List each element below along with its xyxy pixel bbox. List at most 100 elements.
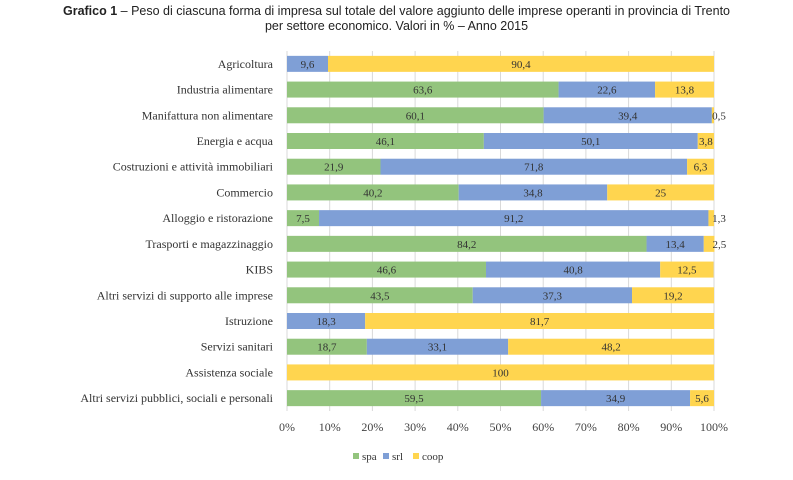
x-tick-label: 70% [575,420,597,434]
data-label: 6,3 [694,162,708,174]
data-label: 40,8 [563,265,583,277]
chart-title-bold: Grafico 1 [62,4,118,18]
data-label: 43,5 [370,290,390,302]
legend-label-spa: spa [362,451,377,463]
bar-segment-spa [287,338,367,355]
data-label: 2,5 [713,239,727,251]
bar-segment-srl [472,287,633,304]
category-label: Costruzioni e attività immobiliari [113,160,274,174]
data-label: 1,3 [712,213,726,225]
bar-segment-spa [287,107,544,124]
data-label: 22,6 [597,85,617,97]
data-label: 9,6 [301,59,315,71]
x-tick-label: 60% [532,420,554,434]
bar-segment-srl [485,261,661,278]
x-tick-label: 80% [618,420,640,434]
bar-segment-spa [287,184,459,201]
bar-segment-coop [655,81,714,98]
data-label: 71,8 [524,162,544,174]
category-label: Trasporti e magazzinaggio [145,237,273,251]
bar-segment-spa [287,158,381,175]
data-label: 46,1 [376,136,395,148]
x-tick-label: 50% [490,420,512,434]
data-label: 81,7 [530,316,550,328]
category-label: Altri servizi di supporto alle imprese [97,288,273,302]
data-label: 34,8 [523,187,543,199]
x-tick-label: 10% [319,420,341,434]
x-tick-label: 90% [660,420,682,434]
data-label: 13,8 [675,85,695,97]
x-tick-label: 20% [361,420,383,434]
bar-segment-spa [287,390,542,407]
legend-swatch-srl [383,453,389,459]
category-label: Manifattura non alimentare [142,108,273,122]
x-tick-label: 30% [404,420,426,434]
bar-segment-coop [697,133,714,149]
category-label: Servizi sanitari [201,340,274,354]
data-label: 37,3 [543,290,563,302]
data-label: 91,2 [504,213,523,225]
bar-segment-coop [287,364,714,381]
bar-segment-spa [287,287,473,304]
legend-label-coop: coop [422,451,444,463]
bar-segment-srl [646,235,704,252]
bar-segment-srl [366,338,509,355]
data-label: 33,1 [428,342,447,354]
bar-segment-srl [380,158,688,175]
chart-title: Grafico 1 – Peso di ciascuna forma di im… [0,4,793,34]
legend-swatch-spa [353,453,359,459]
category-label: Agricoltura [218,57,274,71]
x-tick-label: 0% [279,420,295,434]
bar-segment-srl [458,184,608,201]
category-label: Alloggio e ristorazione [162,211,273,225]
category-label: Energia e acqua [197,134,274,148]
data-label: 39,4 [618,110,638,122]
bar-segment-srl [543,107,712,124]
x-tick-label: 100% [700,420,728,434]
data-label: 40,2 [363,187,382,199]
bar-segment-coop [365,313,714,329]
x-tick-label: 40% [447,420,469,434]
bar-segment-srl [287,313,366,329]
chart-title-line2: per settore economico. Valori in % – Ann… [264,19,529,33]
bar-segment-spa [287,235,647,252]
data-label: 19,2 [663,290,682,302]
bar-segment-coop [632,287,714,304]
data-label: 90,4 [511,59,531,71]
data-label: 7,5 [296,213,310,225]
data-label: 25 [655,187,667,199]
bar-segment-coop [703,235,715,252]
category-label: Istruzione [225,314,273,328]
bar-segment-coop [708,210,714,227]
legend-swatch-coop [413,453,419,459]
data-label: 50,1 [581,136,600,148]
legend-label-srl: srl [392,451,403,463]
bar-segment-spa [287,81,559,98]
data-label: 100 [492,367,509,379]
bar-segment-coop [327,55,714,72]
data-label: 84,2 [457,239,476,251]
data-label: 3,8 [699,136,713,148]
data-label: 0,5 [712,110,726,122]
data-label: 12,5 [677,265,697,277]
bar-segment-spa [287,210,320,227]
category-label: Assistenza sociale [185,365,273,379]
data-label: 18,7 [317,342,337,354]
data-label: 63,6 [413,85,433,97]
category-label: Commercio [216,185,273,199]
data-label: 60,1 [406,110,425,122]
data-label: 18,3 [316,316,336,328]
chart-title-line1: – Peso di ciascuna forma di impresa sul … [117,4,731,18]
data-label: 46,6 [377,265,397,277]
data-label: 21,9 [324,162,344,174]
category-label: KIBS [246,263,273,277]
bar-segment-coop [687,158,714,175]
data-label: 34,9 [606,393,626,405]
bar-segment-srl [483,133,698,149]
bar-segment-coop [660,261,714,278]
bar-segment-srl [541,390,691,407]
bar-segment-srl [287,55,328,72]
data-label: 13,4 [666,239,686,251]
data-label: 5,6 [695,393,709,405]
